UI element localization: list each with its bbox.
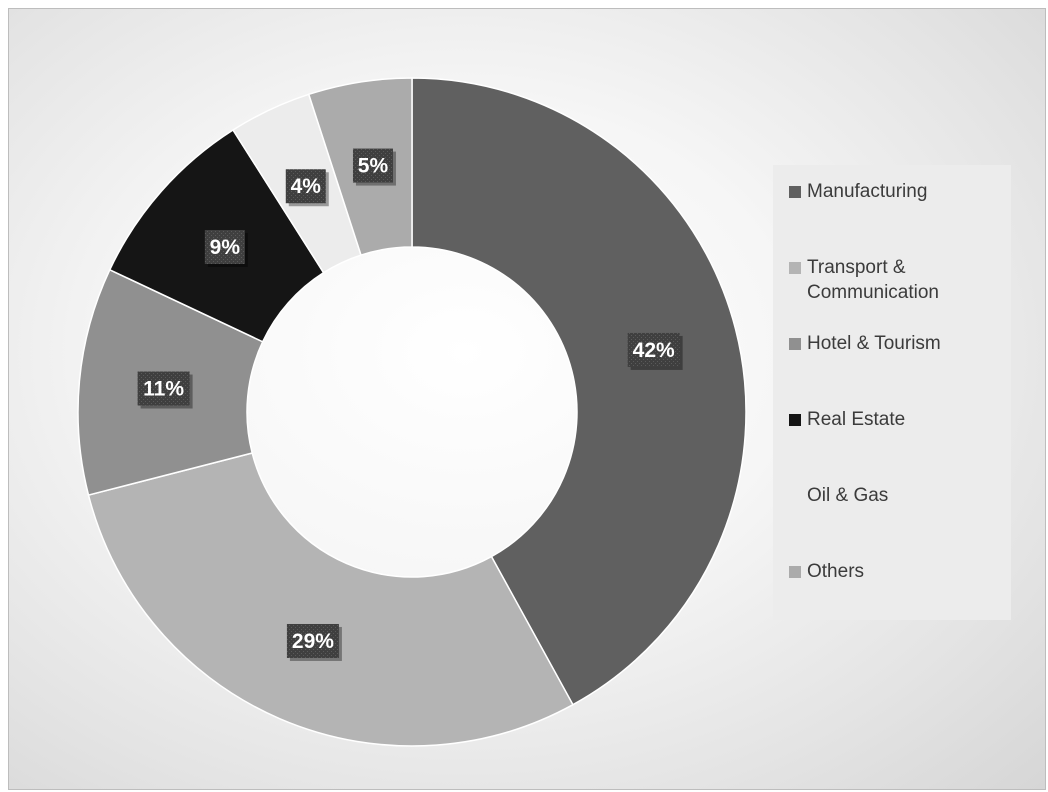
legend-swatch-others [789,566,801,578]
data-label-text: 29% [292,630,334,653]
legend-item-oil-gas: Oil & Gas [789,483,1011,559]
legend-swatch-transport [789,262,801,274]
legend-item-hotel-tourism: Hotel & Tourism [789,331,1011,407]
data-label-oil-gas: 4% [285,169,329,207]
legend-label-others: Others [807,561,865,582]
donut-slice-manufacturing [411,77,747,706]
data-label-real-estate: 9% [204,230,248,268]
data-label-text: 5% [358,155,389,178]
data-label-hotel-tourism: 11% [137,371,193,409]
legend-label-oil-gas: Oil & Gas [807,485,889,506]
legend-label-real-estate: Real Estate [807,409,906,430]
legend-label-hotel-tourism: Hotel & Tourism [807,333,941,354]
legend-swatch-real-estate [789,414,801,426]
data-label-text: 4% [291,175,322,198]
data-label-transport-communication: 29% [286,623,342,661]
data-label-text: 11% [143,378,184,401]
legend-item-manufacturing: Manufacturing [789,179,1011,255]
legend-item-real-estate: Real Estate [789,407,1011,483]
legend-swatch-oil-gas [789,490,801,502]
legend-label-manufacturing: Manufacturing [807,181,928,202]
data-label-text: 42% [633,339,675,362]
legend: Manufacturing Transport & Communication … [773,165,1011,620]
legend-label-transport: Transport & Communication [807,257,939,303]
donut-chart: 42% 29% 11% 9% 4% 5% [77,77,747,747]
legend-item-transport: Transport & Communication [789,255,1011,331]
data-label-manufacturing: 42% [627,332,683,370]
data-label-others: 5% [352,148,396,186]
data-label-text: 9% [210,236,241,259]
legend-swatch-manufacturing [789,186,801,198]
chart-area: 42% 29% 11% 9% 4% 5% Manufacturing Transport … [8,8,1046,790]
legend-swatch-hotel-tourism [789,338,801,350]
legend-item-others: Others [789,559,1011,635]
donut-slice-transport-communication [87,452,574,747]
